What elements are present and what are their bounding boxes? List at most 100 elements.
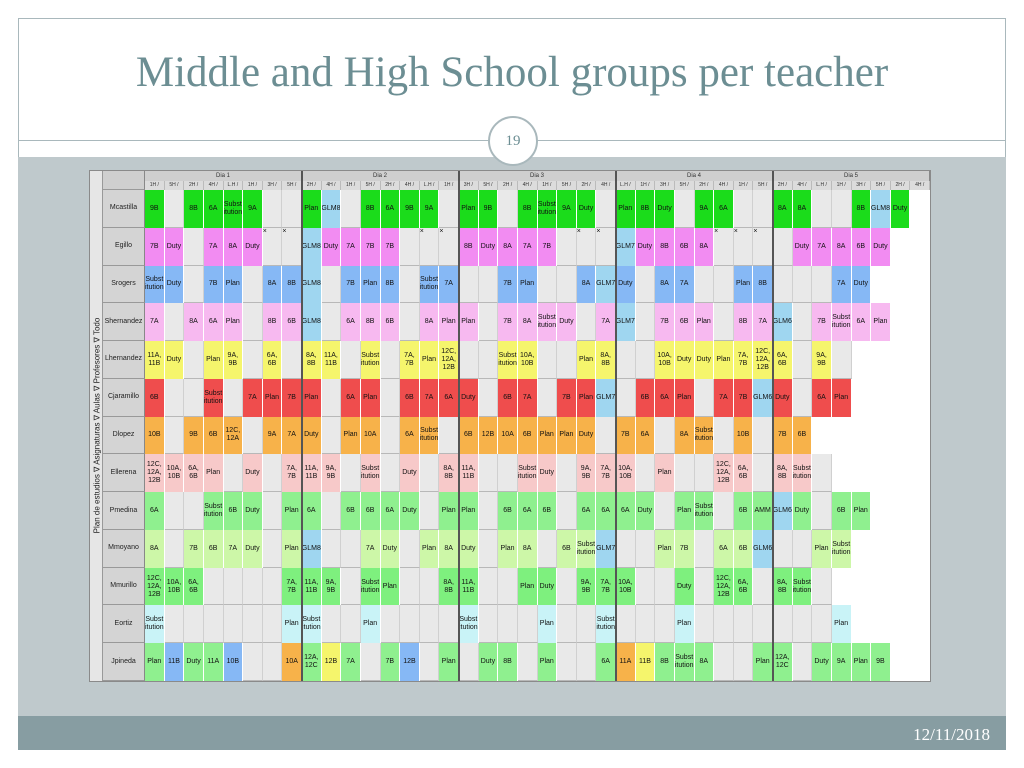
lesson-block[interactable]: Plan xyxy=(655,529,675,568)
lesson-block[interactable]: 6A xyxy=(341,378,361,417)
lesson-block[interactable]: 9A xyxy=(262,416,283,455)
empty-slot[interactable] xyxy=(243,265,263,304)
lesson-block[interactable]: Plan xyxy=(851,643,872,681)
lesson-block[interactable]: 10A, 10B xyxy=(616,454,636,493)
empty-slot[interactable] xyxy=(282,341,302,379)
lesson-block[interactable]: 8A xyxy=(694,227,715,266)
empty-slot[interactable] xyxy=(184,341,204,379)
empty-slot[interactable] xyxy=(478,529,499,568)
empty-slot[interactable] xyxy=(380,416,401,455)
empty-slot[interactable] xyxy=(655,492,675,530)
lesson-block[interactable]: 7B xyxy=(655,303,675,342)
lesson-block[interactable]: Duty xyxy=(557,303,577,342)
empty-slot[interactable] xyxy=(321,605,342,644)
lesson-block[interactable]: 7B xyxy=(203,265,224,304)
empty-slot[interactable] xyxy=(262,454,283,493)
lesson-block[interactable]: 6B xyxy=(674,303,695,342)
lesson-block[interactable]: Plan xyxy=(517,265,538,304)
lesson-block[interactable]: 12C, 12A, 12B xyxy=(145,454,165,493)
lesson-block[interactable]: 7A xyxy=(243,378,263,417)
lesson-block[interactable]: Plan xyxy=(439,492,459,530)
empty-slot[interactable] xyxy=(184,265,204,304)
lesson-block[interactable]: 6B xyxy=(203,529,224,568)
lesson-block[interactable]: Plan xyxy=(459,190,479,228)
lesson-block[interactable]: Plan xyxy=(262,378,283,417)
lesson-block[interactable]: 6A xyxy=(851,303,872,342)
lesson-block[interactable]: 9A xyxy=(831,643,852,681)
lesson-block[interactable]: Plan xyxy=(380,567,401,606)
lesson-block[interactable]: Subst itution xyxy=(792,567,813,606)
lesson-block[interactable]: Subst itution xyxy=(596,605,616,644)
lesson-block[interactable]: Duty xyxy=(694,341,715,379)
lesson-block[interactable]: 8B xyxy=(459,227,479,266)
lesson-block[interactable]: 6B xyxy=(380,303,401,342)
empty-slot[interactable] xyxy=(164,190,185,228)
lesson-block[interactable]: 8B xyxy=(655,227,675,266)
lesson-block[interactable]: Plan xyxy=(459,492,479,530)
empty-slot[interactable] xyxy=(792,643,813,681)
empty-slot[interactable] xyxy=(243,303,263,342)
lesson-block[interactable]: Plan xyxy=(537,416,558,455)
empty-slot[interactable] xyxy=(557,454,577,493)
empty-slot[interactable] xyxy=(812,605,832,644)
empty-slot[interactable] xyxy=(714,492,734,530)
lesson-block[interactable]: 6A xyxy=(203,190,224,228)
teacher-name[interactable]: Srogers xyxy=(103,265,145,304)
empty-slot[interactable] xyxy=(478,303,499,342)
lesson-block[interactable]: 7A xyxy=(812,227,832,266)
empty-slot[interactable] xyxy=(733,643,754,681)
empty-slot[interactable] xyxy=(478,378,499,417)
lesson-block[interactable]: Duty xyxy=(459,378,479,417)
lesson-block[interactable]: Plan xyxy=(439,643,459,681)
lesson-block[interactable]: 8B xyxy=(635,190,656,228)
lesson-block[interactable]: 8A xyxy=(439,529,459,568)
empty-slot[interactable] xyxy=(282,190,302,228)
lesson-block[interactable]: Duty xyxy=(792,227,813,266)
empty-slot[interactable] xyxy=(694,265,715,304)
lesson-block[interactable]: Plan xyxy=(557,416,577,455)
lesson-block[interactable]: 6A xyxy=(341,303,361,342)
teacher-name[interactable]: Egillo xyxy=(103,227,145,266)
lesson-block[interactable]: 10A, 10B xyxy=(164,567,185,606)
lesson-block[interactable]: 6B xyxy=(792,416,813,455)
teacher-name[interactable]: Ellerena xyxy=(103,454,145,493)
empty-slot[interactable] xyxy=(478,567,499,606)
lesson-block[interactable]: Plan xyxy=(498,529,518,568)
lesson-block[interactable]: Plan xyxy=(282,605,302,644)
lesson-block[interactable]: Plan xyxy=(203,341,224,379)
lesson-block[interactable]: GLM6 xyxy=(753,529,773,568)
empty-slot[interactable] xyxy=(262,643,283,681)
lesson-block[interactable]: 7A xyxy=(282,416,302,455)
lesson-block[interactable]: 9A, 9B xyxy=(223,341,244,379)
lesson-block[interactable]: Plan xyxy=(831,378,852,417)
lesson-block[interactable]: 7B xyxy=(341,265,361,304)
empty-slot[interactable] xyxy=(714,643,734,681)
lesson-block[interactable]: 6A, 6B xyxy=(184,567,204,606)
day-header[interactable]: Dia 1 xyxy=(145,171,302,181)
lesson-block[interactable]: AMM xyxy=(753,492,773,530)
lesson-block[interactable]: Plan xyxy=(517,567,538,606)
lesson-block[interactable]: 8B xyxy=(733,303,754,342)
lesson-block[interactable]: 8A, 8B xyxy=(439,454,459,493)
lesson-block[interactable]: 7A xyxy=(517,227,538,266)
lesson-block[interactable]: 9A, 9B xyxy=(576,567,597,606)
lesson-block[interactable]: 6B xyxy=(498,492,518,530)
empty-slot[interactable] xyxy=(655,416,675,455)
lesson-block[interactable]: 8B xyxy=(282,265,302,304)
lesson-block[interactable]: 12B xyxy=(478,416,499,455)
lesson-block[interactable]: 8B xyxy=(360,303,381,342)
empty-slot[interactable] xyxy=(635,303,656,342)
empty-slot[interactable] xyxy=(557,341,577,379)
lesson-block[interactable]: 8A xyxy=(184,303,204,342)
empty-slot[interactable] xyxy=(223,567,244,606)
empty-slot[interactable] xyxy=(164,303,185,342)
empty-slot[interactable] xyxy=(655,605,675,644)
lesson-block[interactable]: Subst itution xyxy=(694,416,715,455)
lesson-block[interactable]: Duty xyxy=(635,492,656,530)
lesson-block[interactable]: 6A xyxy=(714,529,734,568)
lesson-block[interactable]: Subst itution xyxy=(419,265,440,304)
lesson-block[interactable]: Plan xyxy=(302,190,322,228)
lesson-block[interactable]: 8A xyxy=(674,416,695,455)
empty-slot[interactable] xyxy=(753,454,773,493)
lesson-block[interactable]: 8A xyxy=(262,265,283,304)
